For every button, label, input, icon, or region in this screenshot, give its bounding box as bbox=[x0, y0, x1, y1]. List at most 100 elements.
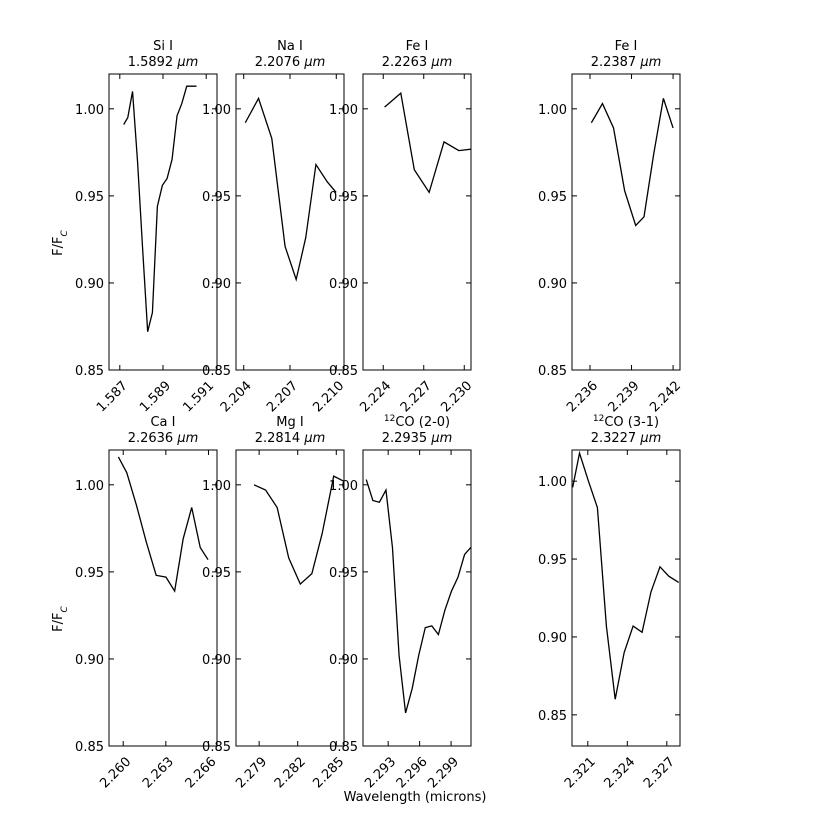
panel-title-wavelength: 2.2263 μm bbox=[382, 55, 453, 70]
species-name: CO (3-1) bbox=[604, 415, 659, 430]
wavelength-unit: μm bbox=[639, 55, 661, 70]
y-tick-label: 0.95 bbox=[538, 190, 567, 205]
species-name: Si I bbox=[153, 39, 173, 54]
y-axis-label-subscript: C bbox=[60, 605, 70, 612]
wavelength-value: 2.2076 bbox=[255, 55, 305, 70]
x-tick-label: 1.591 bbox=[180, 378, 217, 415]
y-tick-label: 0.90 bbox=[202, 277, 231, 292]
x-tick-label: 2.263 bbox=[140, 754, 177, 791]
y-tick-label: 0.85 bbox=[75, 740, 104, 755]
x-tick-label: 2.236 bbox=[564, 378, 601, 415]
species-name: Fe I bbox=[406, 39, 429, 54]
isotope-superscript: 12 bbox=[593, 414, 604, 424]
y-tick-label: 0.90 bbox=[538, 631, 567, 646]
y-tick-label: 0.90 bbox=[329, 277, 358, 292]
y-tick-label: 0.85 bbox=[538, 364, 567, 379]
spectrum-line bbox=[123, 85, 197, 332]
x-tick-label: 2.207 bbox=[264, 378, 301, 415]
panel-title-wavelength: 2.2387 μm bbox=[591, 55, 662, 70]
wavelength-unit: μm bbox=[303, 55, 325, 70]
y-tick-label: 0.90 bbox=[538, 277, 567, 292]
y-tick-label: 0.95 bbox=[329, 190, 358, 205]
panel-title-wavelength: 2.2076 μm bbox=[255, 55, 326, 70]
x-tick-label: 2.239 bbox=[606, 378, 643, 415]
species-name: Ca I bbox=[150, 415, 175, 430]
wavelength-unit: μm bbox=[303, 431, 325, 446]
axes-frame bbox=[571, 73, 681, 371]
y-axis-label-bottom-row: F/FC bbox=[51, 605, 70, 631]
panel-title-species: Mg I bbox=[276, 415, 303, 430]
y-tick-label: 1.00 bbox=[202, 479, 231, 494]
x-tick-label: 2.299 bbox=[425, 754, 462, 791]
axes-frame bbox=[362, 449, 472, 747]
spectrum-line bbox=[253, 475, 344, 586]
panel-title-wavelength: 1.5892 μm bbox=[128, 55, 199, 70]
x-tick-label: 2.224 bbox=[357, 378, 394, 415]
y-tick-label: 1.00 bbox=[202, 103, 231, 118]
wavelength-value: 2.2814 bbox=[255, 431, 305, 446]
y-tick-label: 0.95 bbox=[75, 566, 104, 581]
y-axis-label-main: F/F bbox=[51, 236, 66, 255]
y-tick-label: 1.00 bbox=[329, 479, 358, 494]
x-tick-label: 2.227 bbox=[398, 378, 435, 415]
axes-frame bbox=[108, 449, 218, 747]
panel-5: 0.85 0.90 0.95 1.00 2.260 2.263 2.266 Ca I2.263… bbox=[75, 415, 219, 791]
panel-title-species: Fe I bbox=[406, 39, 429, 54]
wavelength-value: 2.2387 bbox=[591, 55, 641, 70]
y-tick-label: 0.85 bbox=[329, 364, 358, 379]
panel-title-species: 12CO (2-0) bbox=[384, 414, 450, 430]
y-axis-label-subscript: C bbox=[60, 229, 70, 236]
x-tick-label: 2.321 bbox=[562, 754, 599, 791]
panel-grid: 0.85 0.90 0.95 1.00 1.587 1.589 1.591 Si I1.589… bbox=[75, 39, 684, 791]
wavelength-unit: μm bbox=[639, 431, 661, 446]
x-tick-label: 2.260 bbox=[97, 754, 134, 791]
y-tick-label: 1.00 bbox=[538, 103, 567, 118]
species-name: Na I bbox=[277, 39, 303, 54]
panel-title-wavelength: 2.3227 μm bbox=[591, 431, 662, 446]
x-tick-label: 2.282 bbox=[272, 754, 309, 791]
wavelength-value: 2.2935 bbox=[382, 431, 432, 446]
y-tick-label: 0.95 bbox=[329, 566, 358, 581]
panel-3: 0.85 0.90 0.95 1.00 2.224 2.227 2.230 Fe I2.226… bbox=[329, 39, 475, 415]
spectrum-line bbox=[244, 96, 337, 282]
panel-1: 0.85 0.90 0.95 1.00 1.587 1.589 1.591 Si I1.589… bbox=[75, 39, 218, 415]
wavelength-value: 2.3227 bbox=[591, 431, 641, 446]
panel-title-species: Si I bbox=[153, 39, 173, 54]
x-tick-label: 2.327 bbox=[641, 754, 678, 791]
x-tick-label: 2.293 bbox=[362, 754, 399, 791]
panel-8: 0.85 0.90 0.95 1.00 2.321 2.324 2.327 12CO (3-1… bbox=[538, 414, 681, 791]
panel-title-species: Fe I bbox=[615, 39, 638, 54]
panel-4: 0.85 0.90 0.95 1.00 2.236 2.239 2.242 Fe I2.238… bbox=[538, 39, 684, 415]
wavelength-unit: μm bbox=[176, 431, 198, 446]
x-tick-label: 2.296 bbox=[394, 754, 431, 791]
x-tick-label: 2.285 bbox=[310, 754, 347, 791]
x-tick-label: 2.324 bbox=[601, 754, 638, 791]
panel-title-species: Ca I bbox=[150, 415, 175, 430]
y-tick-label: 1.00 bbox=[329, 103, 358, 118]
y-tick-label: 0.85 bbox=[202, 740, 231, 755]
y-tick-label: 1.00 bbox=[75, 103, 104, 118]
y-tick-label: 0.85 bbox=[202, 364, 231, 379]
x-tick-label: 2.279 bbox=[233, 754, 270, 791]
spectrum-line bbox=[117, 456, 209, 593]
y-tick-label: 0.95 bbox=[202, 190, 231, 205]
panel-title-species: Na I bbox=[277, 39, 303, 54]
wavelength-value: 1.5892 bbox=[128, 55, 178, 70]
species-name: Mg I bbox=[276, 415, 303, 430]
x-tick-label: 2.204 bbox=[218, 378, 255, 415]
species-name: CO (2-0) bbox=[395, 415, 450, 430]
y-axis-label-main: F/F bbox=[51, 612, 66, 631]
spectrum-line bbox=[384, 91, 471, 194]
wavelength-unit: μm bbox=[430, 55, 452, 70]
axes-frame bbox=[235, 449, 345, 747]
y-tick-label: 0.90 bbox=[75, 277, 104, 292]
panel-2: 0.85 0.90 0.95 1.00 2.204 2.207 2.210 Na I2.207… bbox=[202, 39, 347, 415]
y-tick-label: 0.95 bbox=[538, 553, 567, 568]
y-tick-label: 0.90 bbox=[75, 653, 104, 668]
axes-frame bbox=[362, 73, 472, 371]
x-tick-label: 1.589 bbox=[137, 378, 174, 415]
y-axis-label-top-row: F/FC bbox=[51, 229, 70, 255]
y-tick-label: 0.95 bbox=[202, 566, 231, 581]
